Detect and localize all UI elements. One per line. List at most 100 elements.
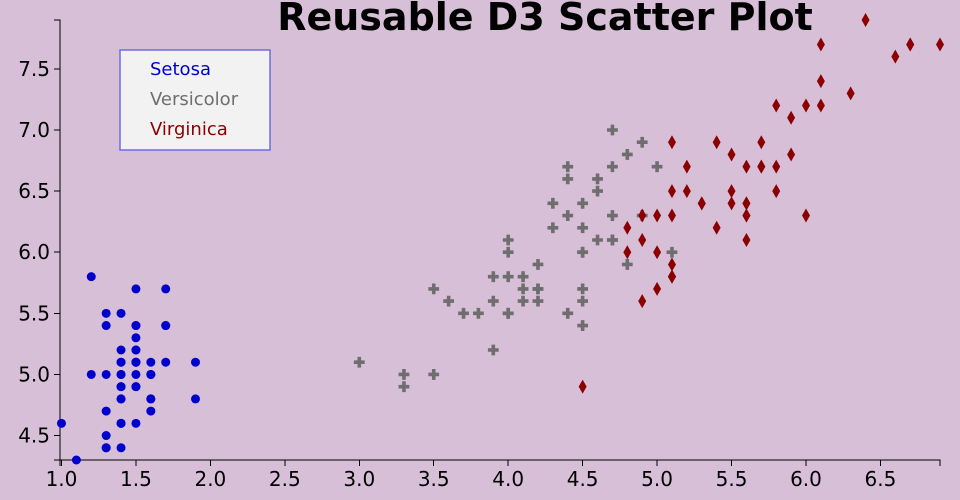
data-point (742, 208, 751, 223)
data-point (727, 196, 736, 211)
data-point (816, 74, 825, 89)
series-virginica (578, 13, 944, 394)
data-point (532, 259, 544, 270)
data-point (116, 418, 126, 428)
x-tick-label: 4.5 (567, 467, 599, 491)
data-point (772, 98, 781, 113)
x-tick-label: 3.5 (418, 467, 450, 491)
data-point (487, 344, 499, 356)
x-tick-label: 6.0 (790, 467, 822, 491)
x-axis: 1.0 1.5 2.0 2.5 3.0 3.5 4.0 4.5 5.0 5.5 6.0 6.5 (46, 459, 941, 491)
data-point (592, 173, 603, 185)
data-point (101, 443, 111, 453)
data-point (667, 269, 676, 284)
legend-item-versicolor: Versicolor (150, 89, 239, 110)
y-tick-label: 7.5 (18, 57, 50, 81)
data-point (906, 37, 915, 52)
data-point (161, 357, 171, 367)
data-point (607, 161, 618, 173)
x-tick-label: 3.0 (343, 467, 375, 491)
data-point (757, 159, 766, 174)
chart-title: Reusable D3 Scatter Plot (277, 0, 813, 39)
data-point (398, 369, 410, 380)
data-point (638, 233, 647, 247)
x-tick-label: 2.5 (269, 467, 301, 491)
data-point (801, 208, 810, 223)
data-point (146, 394, 156, 404)
data-point (667, 257, 676, 272)
legend-item-virginica: Virginica (150, 119, 228, 140)
data-point (607, 124, 618, 136)
data-point (712, 135, 721, 150)
data-point (592, 185, 603, 197)
data-point (727, 147, 736, 162)
data-point (742, 159, 751, 174)
data-point (71, 455, 81, 465)
x-axis-line (59, 459, 941, 466)
data-point (101, 308, 111, 318)
data-point (607, 210, 618, 221)
data-point (772, 184, 781, 199)
data-point (116, 369, 126, 379)
data-point (146, 406, 156, 416)
series-setosa (56, 272, 200, 465)
data-point (56, 418, 66, 428)
data-point (562, 210, 574, 221)
data-point (577, 295, 589, 307)
data-point (653, 281, 662, 296)
x-tick-label: 2.0 (194, 467, 226, 491)
x-tick-label: 4.0 (492, 467, 524, 491)
data-point (682, 159, 691, 174)
data-point (131, 345, 141, 355)
y-tick-label: 5.5 (18, 301, 50, 325)
data-point (428, 283, 440, 295)
data-point (861, 13, 870, 27)
data-point (116, 345, 126, 355)
data-point (131, 357, 141, 367)
data-point (86, 369, 96, 379)
x-tick-label: 5.5 (716, 467, 748, 491)
data-point (607, 234, 618, 246)
data-point (502, 234, 514, 246)
data-point (787, 147, 796, 162)
data-point (161, 321, 171, 331)
y-tick-label: 5.0 (18, 362, 50, 386)
data-point (727, 184, 736, 199)
data-point (651, 161, 663, 173)
data-point (146, 357, 156, 367)
legend-item-setosa: Setosa (150, 59, 211, 80)
data-point (667, 208, 676, 223)
y-axis: 4.5 5.0 5.5 6.0 6.5 7.0 7.5 (18, 19, 61, 461)
data-point (653, 245, 662, 260)
data-point (116, 357, 126, 367)
data-point (161, 284, 171, 294)
data-point (353, 356, 365, 368)
data-point (636, 136, 648, 148)
legend: Setosa Versicolor Virginica (119, 49, 271, 151)
data-point (562, 161, 574, 173)
data-point (116, 394, 126, 404)
data-point (116, 382, 126, 392)
data-point (547, 197, 559, 209)
data-point (577, 197, 589, 209)
data-point (190, 357, 200, 367)
data-point (562, 307, 574, 319)
data-point (638, 208, 647, 223)
data-point (458, 307, 469, 319)
data-point (667, 184, 676, 199)
data-point (621, 259, 633, 270)
data-point (443, 295, 455, 307)
data-point (891, 49, 900, 64)
data-point (562, 173, 574, 185)
y-tick-label: 7.0 (18, 118, 50, 142)
data-point (592, 234, 603, 246)
data-point (131, 321, 141, 331)
data-point (623, 220, 632, 235)
data-point (577, 222, 589, 234)
data-point (578, 379, 587, 394)
data-point (101, 321, 111, 331)
data-point (742, 196, 751, 211)
data-point (146, 369, 156, 379)
data-point (86, 272, 96, 282)
